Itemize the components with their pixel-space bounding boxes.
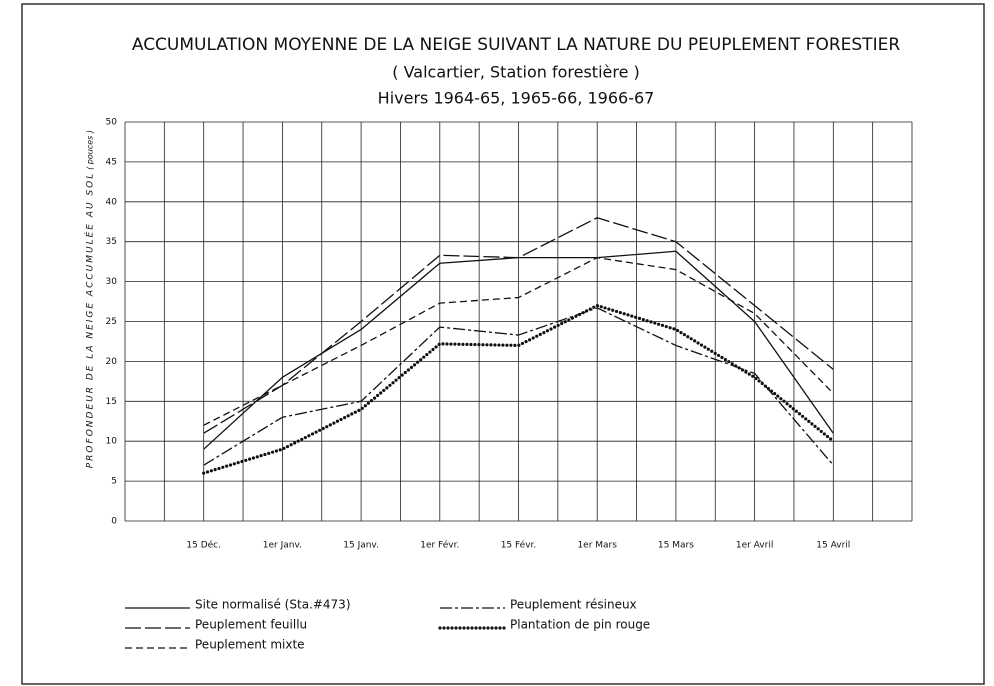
legend-label: Peuplement feuillu <box>195 618 307 632</box>
y-tick-label: 35 <box>106 237 117 247</box>
y-tick-label: 25 <box>106 317 117 327</box>
x-tick-label: 15 Mars <box>658 541 694 551</box>
x-tick-label: 1er Avril <box>736 541 773 551</box>
x-tick-label: 15 Déc. <box>186 540 221 551</box>
legend-label: Peuplement résineux <box>510 598 637 612</box>
y-tick-label: 30 <box>106 277 118 287</box>
legend-label: Plantation de pin rouge <box>510 618 650 632</box>
y-tick-label: 20 <box>106 357 118 367</box>
chart-subtitle: ( Valcartier, Station forestière ) <box>392 63 640 82</box>
y-axis-label: PROFONDEUR DE LA NEIGE ACCUMULÉE AU SOL <box>84 172 96 469</box>
y-axis-unit: ( pouces ) <box>86 130 95 170</box>
x-tick-label: 1er Janv. <box>263 541 302 551</box>
x-tick-label: 1er Mars <box>577 541 617 551</box>
legend-label: Peuplement mixte <box>195 638 305 652</box>
series-line <box>203 307 834 466</box>
frame <box>21 3 985 685</box>
series-line <box>203 257 834 426</box>
y-tick-label: 50 <box>106 118 118 128</box>
series-line <box>202 303 835 475</box>
chart-subtitle: Hivers 1964-65, 1965-66, 1966-67 <box>378 89 655 108</box>
y-tick-label: 10 <box>106 437 118 447</box>
y-tick-label: 40 <box>106 197 118 207</box>
legend-label: Site normalisé (Sta.#473) <box>195 598 351 612</box>
x-tick-label: 15 Févr. <box>501 540 537 551</box>
y-tick-label: 45 <box>106 157 117 167</box>
x-tick-label: 1er Févr. <box>420 540 459 551</box>
y-tick-label: 15 <box>106 397 117 407</box>
series-line <box>203 217 834 434</box>
chart-title: ACCUMULATION MOYENNE DE LA NEIGE SUIVANT… <box>132 35 900 55</box>
y-tick-label: 5 <box>111 477 117 487</box>
y-tick-label: 0 <box>111 517 117 527</box>
x-tick-label: 15 Janv. <box>343 541 379 551</box>
x-tick-label: 15 Avril <box>816 541 850 551</box>
